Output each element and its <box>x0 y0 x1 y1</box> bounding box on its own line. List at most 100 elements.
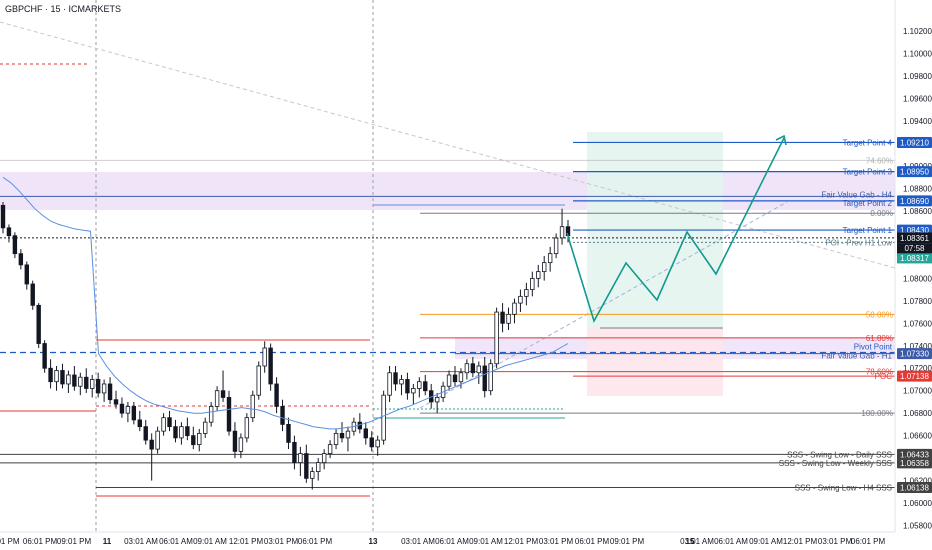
candle-body <box>78 376 83 387</box>
candle-body <box>173 426 178 439</box>
level-price-tag <box>897 166 932 178</box>
candle-body <box>434 397 440 403</box>
candle-body <box>161 417 166 432</box>
level-price-tag <box>897 482 932 494</box>
level-price-tag-text: 1.09210 <box>900 138 929 147</box>
candle-body <box>137 419 142 428</box>
price-tick-label: 1.09600 <box>903 95 932 104</box>
candle-body <box>298 453 303 463</box>
countdown-tag <box>897 243 932 254</box>
candle-body <box>208 406 214 423</box>
level-label: SSS - Swing Low - Daily SSS <box>787 450 892 459</box>
level-label: Fair Value Gab - H4 <box>821 190 892 199</box>
fib-label: 100.00% <box>861 409 893 418</box>
price-tick-label: 1.06800 <box>903 409 932 418</box>
candle-body <box>316 462 321 472</box>
price-tick-label: 1.10200 <box>903 27 932 36</box>
candle-body <box>446 374 452 387</box>
fib-label: 74.60% <box>866 156 893 165</box>
time-tick-label: 03:01 PM <box>539 537 574 546</box>
level-price-tag-text: 1.08950 <box>900 168 929 177</box>
candle-body <box>506 313 511 324</box>
candle-body <box>24 264 29 285</box>
fib-label: 0.00% <box>870 209 893 218</box>
long-risk-zone <box>587 328 723 396</box>
level-price-tag-text: 1.06138 <box>900 484 929 493</box>
time-tick-label: 12:01 PM <box>783 537 818 546</box>
level-price-tag <box>897 370 932 382</box>
candle-body <box>530 277 535 291</box>
candle-body <box>405 379 410 394</box>
bid-price-tag <box>897 253 932 264</box>
candle-body <box>542 262 547 273</box>
candle-body <box>423 381 428 392</box>
time-tick-label: 09:01 AM <box>193 537 227 546</box>
candle-body <box>381 394 386 441</box>
candle-body <box>197 432 202 446</box>
candle-body <box>6 227 12 237</box>
candle-body <box>36 304 41 344</box>
level-label: Pivot Point <box>854 343 893 352</box>
price-axis[interactable] <box>895 0 932 532</box>
level-price-tag <box>897 136 932 148</box>
level-price-tag-text: 1.06358 <box>900 459 929 468</box>
time-tick-label: 06:01 PM <box>298 537 333 546</box>
candle-body <box>131 406 137 421</box>
candle-body <box>95 379 101 394</box>
price-tick-label: 1.08800 <box>903 185 932 194</box>
projection-arrowhead <box>775 134 787 146</box>
candle-body <box>90 379 95 389</box>
level-label: Target Point 4 <box>843 138 893 147</box>
price-tick-label: 1.07800 <box>903 297 932 306</box>
price-tick-label: 1.06200 <box>903 477 932 486</box>
time-tick-label: 12:01 PM <box>504 537 539 546</box>
time-tick-label: 09:01 PM <box>610 537 645 546</box>
price-tick-label: 1.05800 <box>903 522 932 531</box>
time-tick-label: 11 <box>103 537 112 546</box>
time-tick-label: 06:01 PM <box>575 537 610 546</box>
fibonacci-group: 74.60% 0.00% 50.00% 61.80% 78.60% 100.00% <box>0 156 895 418</box>
candle-body <box>280 406 285 425</box>
level-price-tag <box>897 448 932 460</box>
candle-body <box>48 367 53 383</box>
candle-body <box>452 374 458 383</box>
candle-body <box>42 343 47 369</box>
time-tick-label: 01 PM <box>0 537 20 546</box>
price-tick-label: 1.07600 <box>903 319 932 328</box>
levels-group: Target Point 4 Target Point 3 Target Point… <box>0 138 895 493</box>
candle-body <box>12 235 18 255</box>
candle-body <box>286 424 291 443</box>
candle-body <box>256 365 261 396</box>
candle-body <box>18 253 24 266</box>
candle-body <box>464 363 470 374</box>
candle-body <box>494 311 499 365</box>
candle-body <box>488 363 493 392</box>
level-label: Target Point 1 <box>843 226 893 235</box>
candle-body <box>476 365 481 374</box>
time-tick-label: 06:01 PM <box>23 537 58 546</box>
moving-average-line <box>2 176 569 430</box>
price-tick-label: 1.08600 <box>903 207 932 216</box>
candle-body <box>399 379 404 385</box>
time-tick-label: 09:01 AM <box>469 537 503 546</box>
candle-body <box>107 383 113 401</box>
candle-body <box>220 390 226 398</box>
fib-label: 78.60% <box>866 368 893 377</box>
candle-body <box>512 302 517 315</box>
time-tick-label: 09:01 PM <box>57 537 92 546</box>
time-tick-label: 03:01 PM <box>264 537 299 546</box>
time-axis[interactable] <box>0 532 895 550</box>
time-tick-label: 06:01 AM <box>159 537 193 546</box>
level-price-tag-text: 1.07330 <box>900 350 929 359</box>
time-tick-label: 09:01 AM <box>749 537 783 546</box>
level-label: SSS - Swing Low - H4 SSS <box>795 484 892 493</box>
candles-group <box>0 201 571 490</box>
candle-body <box>274 383 279 407</box>
price-tick-label: 1.10000 <box>903 50 932 59</box>
candle-body <box>339 432 345 439</box>
candle-body <box>547 253 553 264</box>
time-tick-label: 03:01 AM <box>680 537 714 546</box>
price-tick-label: 1.07200 <box>903 364 932 373</box>
price-tick-label: 1.08000 <box>903 274 932 283</box>
price-tick-label: 1.06000 <box>903 499 932 508</box>
